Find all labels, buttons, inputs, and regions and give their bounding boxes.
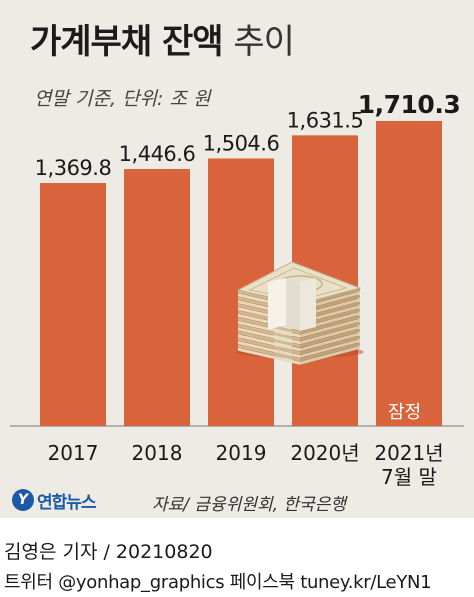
chart-title-main: 가계부채 잔액 bbox=[30, 22, 224, 62]
bar-value-label-2: 1,504.6 bbox=[203, 131, 280, 155]
x-tick-label-4-1: 7월 말 bbox=[381, 465, 437, 489]
bar-value-label-1: 1,446.6 bbox=[119, 142, 196, 166]
author-credit: 김영은 기자 / 20210820 bbox=[4, 541, 213, 563]
x-tick-label-3: 2020년 bbox=[290, 441, 359, 465]
yonhap-logo-icon: Y bbox=[12, 489, 34, 511]
money-stack-icon bbox=[236, 261, 364, 365]
x-tick-label-1: 2018 bbox=[132, 441, 183, 465]
bar-value-label-3: 1,631.5 bbox=[287, 108, 364, 132]
social-links[interactable]: 트위터 @yonhap_graphics 페이스북 tuney.kr/LeYN1 bbox=[4, 572, 432, 593]
yonhap-logo-text: 연합뉴스 bbox=[37, 492, 97, 513]
bar-0 bbox=[40, 183, 106, 426]
bar-chart: 1,369.8 2017 1,446.6 2018 1,504.6 2019 1,631.5… bbox=[10, 90, 464, 489]
data-source: 자료/ 금융위원회, 한국은행 bbox=[152, 495, 346, 515]
chart-title: 가계부채 잔액 추이 bbox=[30, 14, 295, 63]
x-tick-label-0: 2017 bbox=[48, 441, 99, 465]
bar-4 bbox=[376, 121, 442, 426]
chart-title-suffix: 추이 bbox=[233, 22, 295, 62]
yonhap-logo: Y 연합뉴스 bbox=[12, 486, 97, 514]
x-tick-label-2: 2019 bbox=[216, 441, 267, 465]
bar-value-label-4: 1,710.3 bbox=[358, 90, 460, 119]
bar-value-label-0: 1,369.8 bbox=[35, 156, 112, 180]
x-tick-label-4-0: 2021년 bbox=[374, 441, 443, 465]
provisional-annotation: 잠정 bbox=[388, 402, 422, 423]
bar-1 bbox=[124, 169, 190, 426]
chart-subtitle: 연말 기준, 단위: 조 원 bbox=[34, 88, 211, 110]
